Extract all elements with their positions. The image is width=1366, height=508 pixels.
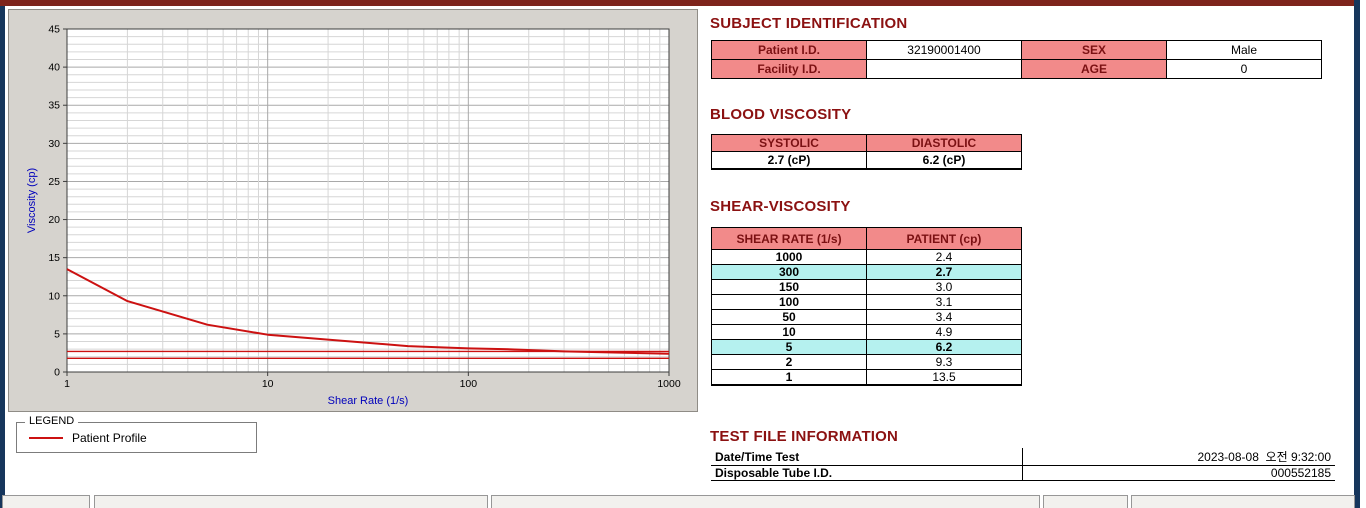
age-label: AGE bbox=[1021, 59, 1167, 79]
table-row: Facility I.D. AGE 0 bbox=[711, 59, 1322, 79]
svg-text:40: 40 bbox=[48, 62, 60, 74]
shear-viscosity-table: SHEAR RATE (1/s) PATIENT (cp) 1000 2.4 3… bbox=[711, 227, 1022, 386]
svg-text:100: 100 bbox=[460, 378, 478, 390]
patient-value-cell: 3.1 bbox=[866, 294, 1022, 310]
table-row: Patient I.D. 32190001400 SEX Male bbox=[711, 40, 1322, 60]
shear-rate-cell: 1000 bbox=[711, 249, 867, 265]
blood-viscosity-table: SYSTOLIC DIASTOLIC 2.7 (cP) 6.2 (cP) bbox=[711, 134, 1022, 170]
shear-rate-cell: 5 bbox=[711, 339, 867, 355]
shear-rate-cell: 1 bbox=[711, 369, 867, 386]
shear-rate-cell: 2 bbox=[711, 354, 867, 370]
patient-value-cell: 3.4 bbox=[866, 309, 1022, 325]
legend-box: LEGEND Patient Profile bbox=[16, 415, 257, 453]
svg-text:10: 10 bbox=[262, 378, 274, 390]
shear-rate-cell: 150 bbox=[711, 279, 867, 295]
table-row: 100 3.1 bbox=[711, 294, 1022, 310]
table-row: 10 4.9 bbox=[711, 324, 1022, 340]
facility-id-label: Facility I.D. bbox=[711, 59, 867, 79]
svg-text:1: 1 bbox=[64, 378, 70, 390]
patient-profile-line-swatch bbox=[29, 436, 63, 439]
date-time-test-label: Date/Time Test bbox=[711, 448, 1022, 466]
shear-rate-cell: 50 bbox=[711, 309, 867, 325]
bottom-panel-4 bbox=[1043, 495, 1128, 508]
patient-value-cell: 6.2 bbox=[866, 339, 1022, 355]
shear-viscosity-chart: 0 5 10 15 20 25 30 35 40 45 1 10 100 1000 Shear Rate (… bbox=[26, 24, 681, 408]
bottom-panel-1 bbox=[2, 495, 90, 508]
sex-label: SEX bbox=[1021, 40, 1167, 60]
window-left-edge bbox=[0, 6, 5, 508]
patient-id-value: 32190001400 bbox=[866, 40, 1022, 60]
disposable-tube-id-value: 000552185 bbox=[1021, 465, 1335, 481]
svg-text:0: 0 bbox=[54, 367, 60, 379]
table-row: 150 3.0 bbox=[711, 279, 1022, 295]
table-row: SYSTOLIC DIASTOLIC bbox=[711, 134, 1022, 152]
shear-viscosity-title: SHEAR-VISCOSITY bbox=[710, 198, 851, 215]
table-row: Date/Time Test 2023-08-08 오전 9:32:00 bbox=[711, 448, 1335, 466]
systolic-header: SYSTOLIC bbox=[711, 134, 867, 152]
test-file-information-title: TEST FILE INFORMATION bbox=[710, 428, 899, 445]
bottom-panel-3 bbox=[491, 495, 1040, 508]
table-row: Disposable Tube I.D. 000552185 bbox=[711, 465, 1335, 481]
patient-value-cell: 3.0 bbox=[866, 279, 1022, 295]
svg-text:25: 25 bbox=[48, 176, 60, 188]
diastolic-value: 6.2 (cP) bbox=[866, 151, 1022, 169]
patient-cp-header: PATIENT (cp) bbox=[866, 227, 1022, 250]
patient-id-label: Patient I.D. bbox=[711, 40, 867, 60]
shear-rate-cell: 10 bbox=[711, 324, 867, 340]
legend-title: LEGEND bbox=[25, 415, 79, 427]
patient-value-cell: 4.9 bbox=[866, 324, 1022, 340]
legend-series-label: Patient Profile bbox=[72, 430, 147, 445]
bottom-panel-5 bbox=[1131, 495, 1355, 508]
patient-value-cell: 13.5 bbox=[866, 369, 1022, 386]
age-value: 0 bbox=[1166, 59, 1322, 79]
patient-value-cell: 2.7 bbox=[866, 264, 1022, 280]
window-top-bar bbox=[0, 0, 1355, 6]
table-row-highlighted: 5 6.2 bbox=[711, 339, 1022, 355]
svg-text:Viscosity (cp): Viscosity (cp) bbox=[26, 168, 38, 233]
window-right-edge bbox=[1354, 0, 1360, 508]
svg-text:35: 35 bbox=[48, 100, 60, 112]
patient-value-cell: 9.3 bbox=[866, 354, 1022, 370]
svg-text:45: 45 bbox=[48, 24, 60, 36]
svg-text:20: 20 bbox=[48, 214, 60, 226]
date-time-test-value: 2023-08-08 오전 9:32:00 bbox=[1021, 448, 1335, 466]
shear-rate-header: SHEAR RATE (1/s) bbox=[711, 227, 867, 250]
table-row: 1000 2.4 bbox=[711, 249, 1022, 265]
table-header-row: SHEAR RATE (1/s) PATIENT (cp) bbox=[711, 227, 1022, 250]
table-row: 2.7 (cP) 6.2 (cP) bbox=[711, 151, 1022, 169]
subject-identification-table: Patient I.D. 32190001400 SEX Male Facili… bbox=[711, 40, 1322, 79]
test-file-information-table: Date/Time Test 2023-08-08 오전 9:32:00 Dis… bbox=[711, 448, 1335, 481]
facility-id-value bbox=[866, 59, 1022, 79]
legend-row: Patient Profile bbox=[17, 423, 256, 452]
svg-text:30: 30 bbox=[48, 138, 60, 150]
sex-value: Male bbox=[1166, 40, 1322, 60]
svg-text:1000: 1000 bbox=[657, 378, 681, 390]
bottom-panel-2 bbox=[94, 495, 488, 508]
systolic-value: 2.7 (cP) bbox=[711, 151, 867, 169]
diastolic-header: DIASTOLIC bbox=[866, 134, 1022, 152]
shear-rate-cell: 100 bbox=[711, 294, 867, 310]
patient-value-cell: 2.4 bbox=[866, 249, 1022, 265]
svg-text:10: 10 bbox=[48, 290, 60, 302]
disposable-tube-id-label: Disposable Tube I.D. bbox=[711, 465, 1022, 481]
blood-viscosity-title: BLOOD VISCOSITY bbox=[710, 106, 852, 123]
svg-text:5: 5 bbox=[54, 328, 60, 340]
svg-text:15: 15 bbox=[48, 252, 60, 264]
subject-identification-title: SUBJECT IDENTIFICATION bbox=[710, 15, 908, 32]
shear-rate-cell: 300 bbox=[711, 264, 867, 280]
shear-viscosity-chart-panel: 0 5 10 15 20 25 30 35 40 45 1 10 100 1000 Shear Rate (… bbox=[8, 9, 698, 412]
svg-text:Shear Rate (1/s): Shear Rate (1/s) bbox=[328, 395, 409, 407]
table-row: 2 9.3 bbox=[711, 354, 1022, 370]
table-row: 1 13.5 bbox=[711, 369, 1022, 386]
table-row-highlighted: 300 2.7 bbox=[711, 264, 1022, 280]
table-row: 50 3.4 bbox=[711, 309, 1022, 325]
